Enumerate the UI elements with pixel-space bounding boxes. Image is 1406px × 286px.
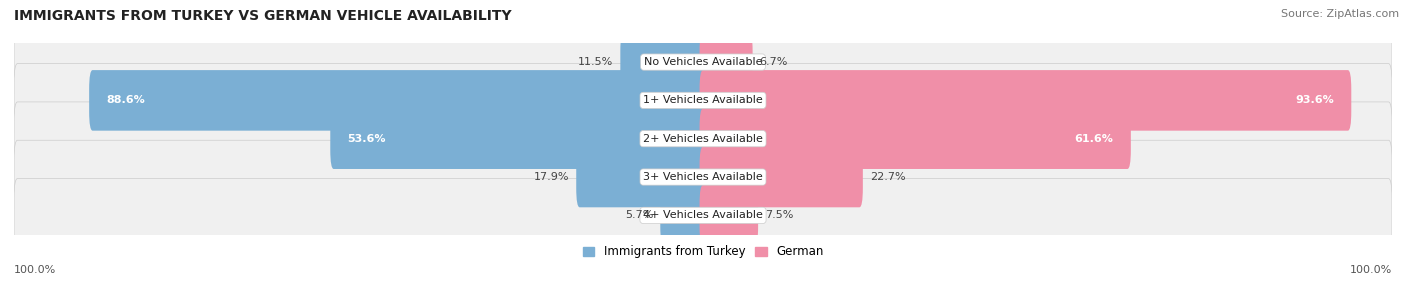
Text: Source: ZipAtlas.com: Source: ZipAtlas.com xyxy=(1281,9,1399,19)
FancyBboxPatch shape xyxy=(14,25,1392,99)
FancyBboxPatch shape xyxy=(700,70,1351,131)
FancyBboxPatch shape xyxy=(700,185,758,246)
Text: IMMIGRANTS FROM TURKEY VS GERMAN VEHICLE AVAILABILITY: IMMIGRANTS FROM TURKEY VS GERMAN VEHICLE… xyxy=(14,9,512,23)
FancyBboxPatch shape xyxy=(14,102,1392,176)
Text: 22.7%: 22.7% xyxy=(870,172,905,182)
Text: 6.7%: 6.7% xyxy=(759,57,787,67)
Text: 11.5%: 11.5% xyxy=(578,57,613,67)
FancyBboxPatch shape xyxy=(14,63,1392,137)
FancyBboxPatch shape xyxy=(89,70,706,131)
Text: 5.7%: 5.7% xyxy=(626,210,654,220)
FancyBboxPatch shape xyxy=(620,32,706,92)
FancyBboxPatch shape xyxy=(700,147,863,207)
FancyBboxPatch shape xyxy=(14,178,1392,252)
Text: 2+ Vehicles Available: 2+ Vehicles Available xyxy=(643,134,763,144)
FancyBboxPatch shape xyxy=(700,32,752,92)
Text: 53.6%: 53.6% xyxy=(347,134,387,144)
Text: 1+ Vehicles Available: 1+ Vehicles Available xyxy=(643,96,763,105)
Text: 100.0%: 100.0% xyxy=(1350,265,1392,275)
Text: No Vehicles Available: No Vehicles Available xyxy=(644,57,762,67)
FancyBboxPatch shape xyxy=(14,140,1392,214)
Text: 61.6%: 61.6% xyxy=(1074,134,1114,144)
Legend: Immigrants from Turkey, German: Immigrants from Turkey, German xyxy=(578,241,828,263)
Text: 3+ Vehicles Available: 3+ Vehicles Available xyxy=(643,172,763,182)
Text: 7.5%: 7.5% xyxy=(765,210,793,220)
Text: 17.9%: 17.9% xyxy=(534,172,569,182)
FancyBboxPatch shape xyxy=(330,108,706,169)
Text: 88.6%: 88.6% xyxy=(107,96,145,105)
FancyBboxPatch shape xyxy=(661,185,706,246)
Text: 100.0%: 100.0% xyxy=(14,265,56,275)
Text: 4+ Vehicles Available: 4+ Vehicles Available xyxy=(643,210,763,220)
Text: 93.6%: 93.6% xyxy=(1295,96,1334,105)
FancyBboxPatch shape xyxy=(576,147,706,207)
FancyBboxPatch shape xyxy=(700,108,1130,169)
